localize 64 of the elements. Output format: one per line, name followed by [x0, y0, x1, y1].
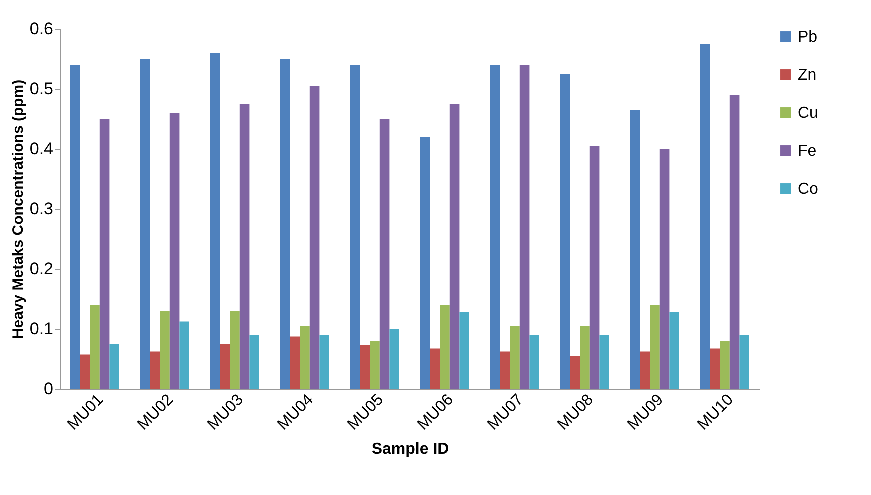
bar — [350, 65, 360, 389]
bar — [250, 335, 260, 389]
bar — [110, 344, 120, 389]
bar — [530, 335, 540, 389]
y-tick-label: 0.2 — [30, 260, 54, 278]
bar — [320, 335, 330, 389]
y-tick-label: 0.4 — [30, 140, 54, 158]
bar — [230, 311, 240, 389]
bar — [170, 113, 180, 389]
bar — [590, 146, 600, 389]
bar — [80, 354, 90, 389]
bar — [580, 326, 590, 389]
bar — [280, 59, 290, 389]
bar — [390, 329, 400, 389]
bar — [370, 341, 380, 389]
bar — [430, 348, 440, 389]
y-axis-title: Heavy Metaks Concentrations (ppm) — [10, 80, 27, 340]
bar — [440, 305, 450, 389]
bar — [560, 74, 570, 389]
y-tick-label: 0.3 — [30, 200, 54, 218]
bar — [710, 348, 720, 389]
bar — [150, 352, 160, 389]
bar — [660, 149, 670, 389]
bar — [500, 352, 510, 389]
bar — [640, 352, 650, 389]
legend-label: Fe — [798, 143, 817, 160]
bar — [310, 86, 320, 389]
bar — [520, 65, 530, 389]
bar — [100, 119, 110, 389]
bar — [180, 322, 190, 389]
legend-label: Pb — [798, 29, 818, 46]
bar — [160, 311, 170, 389]
bar — [210, 53, 220, 389]
bar — [600, 335, 610, 389]
bar — [460, 312, 470, 389]
bar — [300, 326, 310, 389]
bar — [90, 305, 100, 389]
bar — [630, 110, 640, 389]
y-tick-label: 0.1 — [30, 320, 54, 338]
bar — [360, 345, 370, 389]
bar — [570, 356, 580, 389]
bar — [740, 335, 750, 389]
y-tick-label: 0.6 — [30, 20, 54, 38]
y-tick-label: 0.5 — [30, 80, 54, 98]
legend-label: Co — [798, 181, 819, 198]
bar — [420, 137, 430, 389]
bar — [140, 59, 150, 389]
bar — [720, 341, 730, 389]
bar — [290, 336, 300, 389]
bar — [650, 305, 660, 389]
bar — [380, 119, 390, 389]
bar — [670, 312, 680, 389]
legend-label: Cu — [798, 105, 818, 122]
bar — [240, 104, 250, 389]
y-tick-label: 0 — [44, 380, 54, 398]
bar — [450, 104, 460, 389]
x-axis-title: Sample ID — [372, 440, 450, 458]
bar — [730, 95, 740, 389]
bar — [510, 326, 520, 389]
legend-label: Zn — [798, 67, 817, 84]
bar — [70, 65, 80, 389]
bar — [700, 44, 710, 389]
bar — [490, 65, 500, 389]
bar — [220, 344, 230, 389]
